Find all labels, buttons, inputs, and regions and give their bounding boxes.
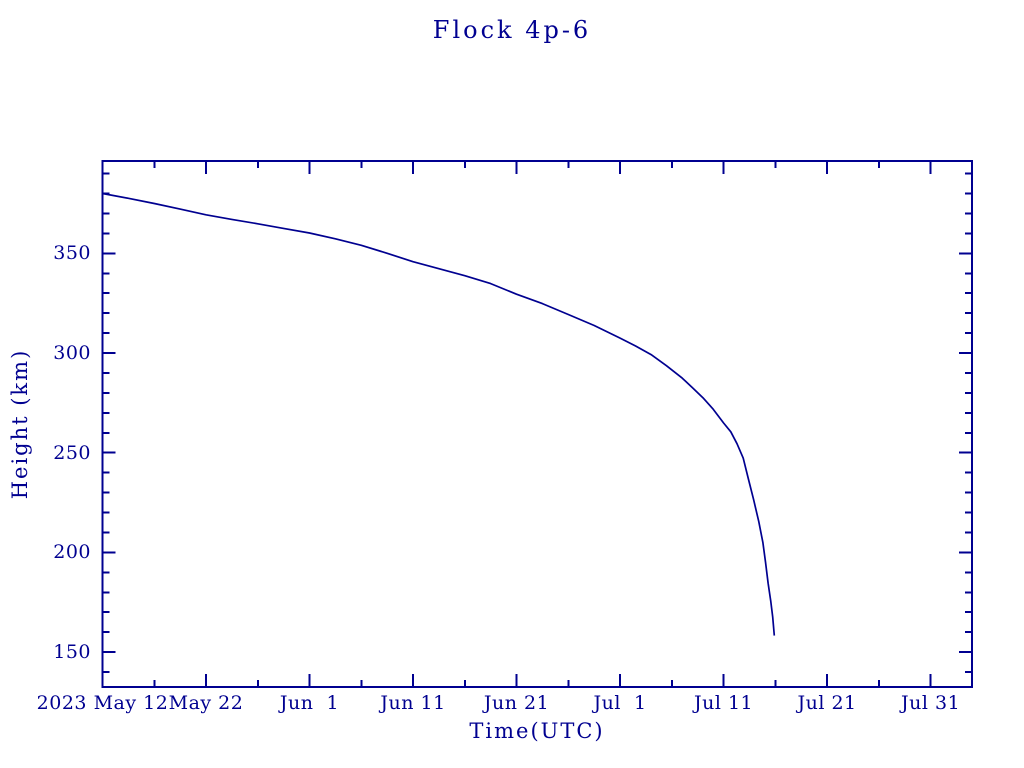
x-tick-label: Jul 11 <box>693 692 754 714</box>
decay-curve <box>102 192 776 636</box>
x-tick-label: May 22 <box>168 692 244 714</box>
y-tick-label: 300 <box>53 342 91 365</box>
plot-frame <box>101 160 973 688</box>
x-tick-label: 2023 May 12 <box>36 692 169 714</box>
chart-title: Flock 4p-6 <box>432 16 592 44</box>
y-tick-label: 150 <box>53 641 91 664</box>
x-tick-label: Jun 21 <box>483 692 550 714</box>
x-tick-label: Jun 1 <box>279 692 340 714</box>
y-tick-label: 350 <box>53 242 91 265</box>
y-tick-label: 200 <box>53 541 91 564</box>
x-axis-label: Time(UTC) <box>469 719 605 743</box>
x-tick-label: Jun 11 <box>380 692 446 714</box>
x-tick-label: Jul 1 <box>593 692 647 714</box>
y-axis-label: Height (km) <box>8 348 32 500</box>
x-tick-label: Jul 21 <box>797 692 857 714</box>
y-tick-label: 250 <box>53 441 91 464</box>
x-tick-label: Jul 31 <box>901 692 961 714</box>
